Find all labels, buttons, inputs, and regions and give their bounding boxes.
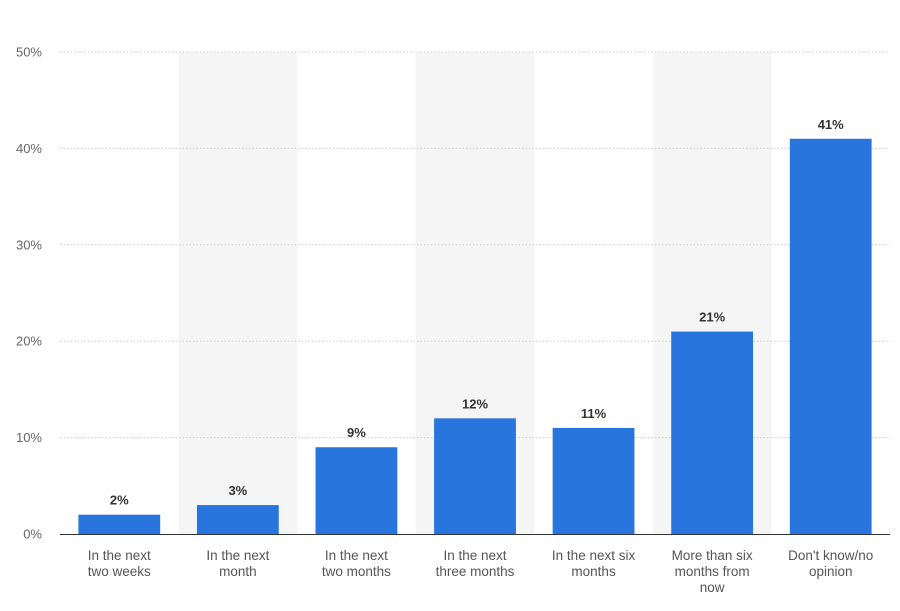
x-tick-label: More than six months from now	[672, 548, 753, 595]
bar	[315, 447, 398, 534]
x-tick-label: In the next two months	[322, 548, 391, 579]
x-tick-label-line: opinion	[809, 564, 853, 579]
x-tick-label-line: In the next	[206, 548, 269, 563]
y-tick-label: 10%	[16, 430, 42, 445]
bar	[196, 505, 279, 534]
x-tick-label-line: now	[700, 580, 725, 595]
x-tick-label-line: In the next	[325, 548, 388, 563]
category-band	[178, 52, 298, 534]
data-label: 41%	[818, 117, 844, 132]
data-label: 3%	[228, 483, 247, 498]
x-tick-label-line: In the next	[88, 548, 151, 563]
y-tick-label: 0%	[23, 527, 42, 542]
x-tick-label: In the next two weeks	[88, 548, 151, 579]
x-tick-label-line: two weeks	[88, 564, 151, 579]
x-tick-label-line: In the next	[443, 548, 506, 563]
x-tick-label-line: Don't know/no	[788, 548, 873, 563]
data-label: 9%	[347, 425, 366, 440]
x-tick-label-line: three months	[436, 564, 515, 579]
data-label: 11%	[581, 406, 607, 421]
x-tick-label-line: In the next six	[552, 548, 636, 563]
x-tick-label-line: month	[219, 564, 257, 579]
y-tick-label: 50%	[16, 45, 42, 60]
y-tick-label: 20%	[16, 334, 42, 349]
x-tick-label-line: two months	[322, 564, 391, 579]
x-tick-label: Don't know/no opinion	[788, 548, 873, 579]
data-label: 12%	[462, 396, 488, 411]
bar	[78, 514, 161, 534]
y-tick-label: 40%	[16, 141, 42, 156]
data-label: 2%	[110, 493, 129, 508]
bar	[671, 331, 754, 534]
data-label: 21%	[699, 310, 725, 325]
x-tick-label: In the next month	[206, 548, 269, 579]
x-tick-label-line: months	[571, 564, 616, 579]
y-tick-label: 30%	[16, 237, 42, 252]
x-tick-label: In the next six months	[552, 548, 636, 579]
bar	[789, 138, 872, 534]
x-tick-label: In the next three months	[436, 548, 515, 579]
x-tick-label-line: months from	[675, 564, 750, 579]
x-tick-label-line: More than six	[672, 548, 753, 563]
bar	[552, 427, 635, 534]
bar	[434, 418, 516, 534]
